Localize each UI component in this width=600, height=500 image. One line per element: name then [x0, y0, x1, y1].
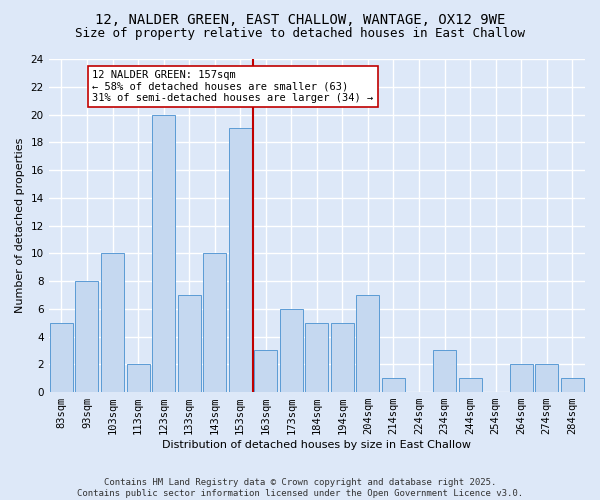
Bar [178, 295, 200, 392]
Bar [152, 114, 175, 392]
Bar [127, 364, 149, 392]
Bar [458, 378, 482, 392]
Text: Contains HM Land Registry data © Crown copyright and database right 2025.
Contai: Contains HM Land Registry data © Crown c… [77, 478, 523, 498]
Text: 12 NALDER GREEN: 157sqm
← 58% of detached houses are smaller (63)
31% of semi-de: 12 NALDER GREEN: 157sqm ← 58% of detache… [92, 70, 373, 103]
Bar [254, 350, 277, 392]
Bar [280, 309, 303, 392]
Bar [305, 322, 328, 392]
Bar [203, 254, 226, 392]
Y-axis label: Number of detached properties: Number of detached properties [15, 138, 25, 313]
Bar [509, 364, 533, 392]
Bar [331, 322, 354, 392]
Bar [561, 378, 584, 392]
Bar [50, 322, 73, 392]
Bar [229, 128, 252, 392]
Bar [356, 295, 379, 392]
Bar [382, 378, 405, 392]
Bar [76, 281, 98, 392]
X-axis label: Distribution of detached houses by size in East Challow: Distribution of detached houses by size … [163, 440, 472, 450]
Bar [101, 254, 124, 392]
Bar [535, 364, 558, 392]
Bar [433, 350, 456, 392]
Text: Size of property relative to detached houses in East Challow: Size of property relative to detached ho… [75, 28, 525, 40]
Text: 12, NALDER GREEN, EAST CHALLOW, WANTAGE, OX12 9WE: 12, NALDER GREEN, EAST CHALLOW, WANTAGE,… [95, 12, 505, 26]
